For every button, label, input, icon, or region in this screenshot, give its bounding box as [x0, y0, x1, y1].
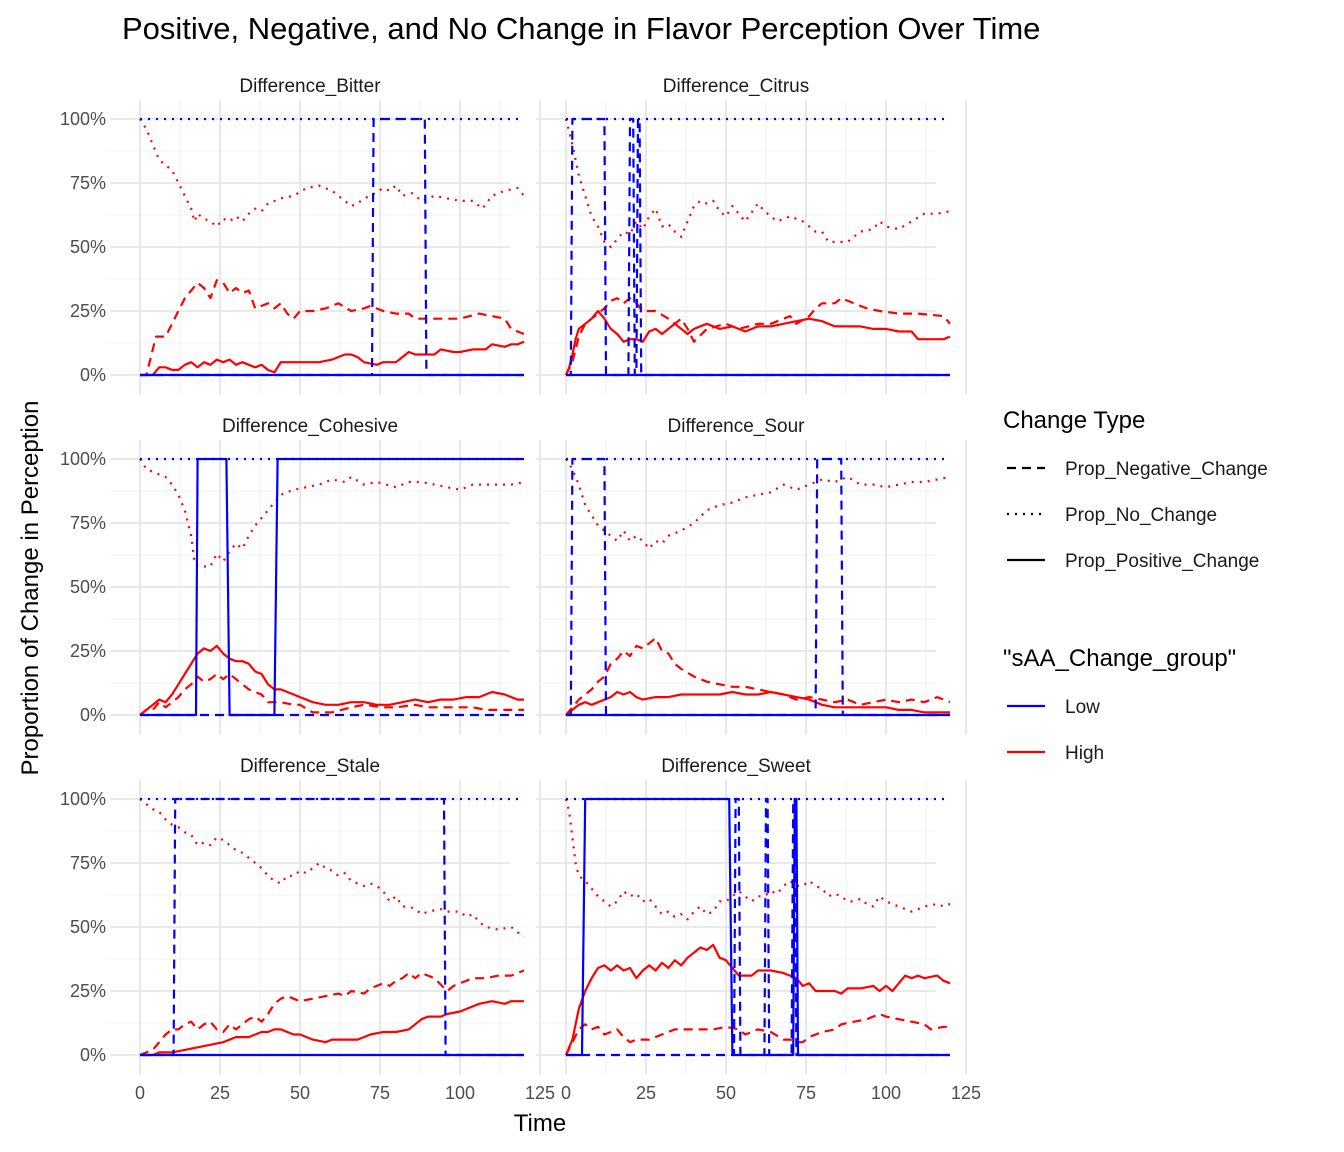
series-line-low-prop-negative-change — [566, 117, 950, 377]
series-line-high-prop-negative-change — [565, 1012, 950, 1056]
legend: Change Type Prop_Negative_Change Prop_No_C… — [1003, 407, 1268, 764]
series-line-high-prop-positive-change — [139, 644, 524, 716]
series-line-high-prop-no-change — [139, 118, 525, 228]
x-tick-label: 100 — [871, 1083, 901, 1103]
y-tick-label: 25% — [70, 301, 106, 321]
x-tick-label: 125 — [951, 1083, 981, 1103]
series-line-high-prop-negative-change — [140, 279, 525, 377]
y-tick-label: 25% — [70, 641, 106, 661]
x-tick-label: 125 — [525, 1083, 555, 1103]
x-tick-label: 0 — [135, 1083, 145, 1103]
series-line-high-prop-positive-change — [564, 309, 951, 376]
y-tick-label: 75% — [70, 853, 106, 873]
x-tick-label: 0 — [561, 1083, 571, 1103]
legend-label: Prop_Positive_Change — [1065, 551, 1259, 572]
y-axis-title: Proportion of Change in Perception — [17, 401, 44, 776]
x-tick-label: 25 — [636, 1083, 656, 1103]
legend-label: Prop_No_Change — [1065, 505, 1217, 526]
series-line-low-prop-positive-change — [140, 457, 524, 717]
y-tick-label: 100% — [60, 789, 106, 809]
series-line-low-prop-negative-change — [566, 457, 950, 717]
series-line-high-prop-positive-change — [565, 690, 950, 716]
facet-panels: Difference_Bitter0%25%50%75%100%Differen… — [60, 76, 981, 1103]
facet-strip-label: Difference_Stale — [240, 756, 380, 777]
y-tick-label: 0% — [80, 1045, 106, 1065]
series-line-low-prop-negative-change — [140, 797, 524, 1057]
facet-panel-Difference_Sweet: Difference_Sweet 0 25 50 75 100 125 — [536, 756, 981, 1103]
legend-group-2: "sAA_Change_group" Low High — [1003, 645, 1236, 764]
series-line-high-prop-no-change — [565, 458, 951, 550]
chart-title: Positive, Negative, and No Change in Fla… — [122, 11, 1040, 46]
y-tick-label: 100% — [60, 449, 106, 469]
series-line-high-prop-negative-change — [139, 672, 524, 716]
y-tick-label: 75% — [70, 513, 106, 533]
facet-panel-Difference_Bitter: Difference_Bitter 0% 25% 50% 75% 100% — [60, 76, 541, 395]
series-line-high-prop-no-change — [564, 798, 951, 921]
series-line-high-prop-negative-change — [139, 969, 525, 1057]
facet-strip-label: Difference_Sweet — [661, 756, 811, 777]
series-line-high-prop-no-change — [139, 798, 525, 939]
facet-panel-Difference_Sour: Difference_Sour — [536, 416, 967, 735]
y-tick-label: 75% — [70, 173, 106, 193]
x-tick-label: 50 — [290, 1083, 310, 1103]
y-tick-label: 50% — [70, 917, 106, 937]
facet-panel-Difference_Cohesive: Difference_Cohesive 0% 25% 50% 75% 100% — [60, 416, 541, 735]
y-tick-label: 0% — [80, 365, 106, 385]
facet-panel-Difference_Citrus: Difference_Citrus — [536, 76, 967, 395]
series-line-high-prop-negative-change — [565, 637, 951, 716]
series-line-high-prop-positive-change — [140, 1000, 524, 1057]
series-line-high-prop-negative-change — [565, 297, 951, 376]
series-line-low-prop-negative-change — [566, 797, 950, 1057]
facet-strip-label: Difference_Bitter — [239, 76, 381, 97]
legend-label: Prop_Negative_Change — [1065, 459, 1268, 480]
facet-strip-label: Difference_Citrus — [663, 76, 809, 97]
x-tick-label: 75 — [370, 1083, 390, 1103]
y-tick-label: 50% — [70, 237, 106, 257]
legend-title: Change Type — [1003, 407, 1145, 434]
y-tick-label: 0% — [80, 705, 106, 725]
series-line-high-prop-positive-change — [140, 340, 525, 377]
facet-panel-Difference_Stale: Difference_Stale 0% 25% 50% 75% 100% 0 25 50 75 10… — [60, 756, 555, 1103]
x-tick-label: 100 — [445, 1083, 475, 1103]
legend-label: High — [1065, 743, 1104, 764]
facet-strip-label: Difference_Sour — [668, 416, 806, 437]
series-line-low-prop-negative-change — [140, 117, 524, 377]
y-tick-label: 50% — [70, 577, 106, 597]
legend-title: "sAA_Change_group" — [1003, 645, 1236, 672]
x-tick-label: 75 — [796, 1083, 816, 1103]
facet-strip-label: Difference_Cohesive — [222, 416, 398, 437]
y-tick-label: 25% — [70, 981, 106, 1001]
x-tick-label: 25 — [210, 1083, 230, 1103]
legend-group-1: Change Type Prop_Negative_Change Prop_No_C… — [1003, 407, 1268, 572]
x-tick-label: 50 — [716, 1083, 736, 1103]
x-axis-title: Time — [514, 1110, 566, 1137]
series-line-high-prop-no-change — [564, 118, 951, 249]
y-tick-label: 100% — [60, 109, 106, 129]
series-line-high-prop-positive-change — [564, 943, 951, 1056]
legend-label: Low — [1065, 697, 1100, 718]
